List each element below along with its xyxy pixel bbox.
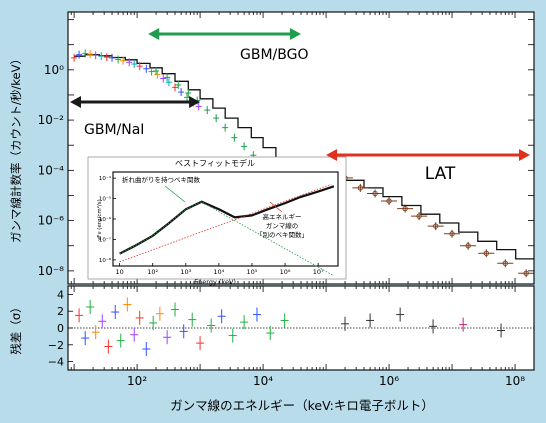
inset-legend-broken-power-law: 折れ曲がりを持つベキ関数 [122,175,201,184]
range-arrow-head [290,28,301,40]
lat-marker [386,198,392,204]
residual-y-tick-label: −4 [48,356,64,369]
inset-annotation-arrow [269,201,283,213]
detector-ranges [70,28,530,161]
lat-marker [523,270,529,276]
residual-y-tick-label: 2 [57,305,64,318]
lat-marker [449,231,455,237]
range-label-gbm-nai: GBM/NaI [84,122,144,138]
lat-marker [402,205,408,212]
inset-y-tick-label: 10⁻⁸ [99,257,112,264]
inset-x-tick-label: 10² [147,268,158,276]
range-arrow-head [70,96,81,108]
lat-marker [483,250,489,256]
inset-x-tick-label: 10³ [180,268,191,276]
inset-x-label: Energy (keV) [194,278,236,286]
residual-plot-frame [67,285,535,371]
residual-y-tick-label: 4 [57,288,64,301]
inset-y-tick-label: 10⁻⁵ [99,196,111,203]
x-tick-label: 10⁶ [379,374,399,388]
inset-y-tick-label: 10⁻⁷ [99,236,111,243]
y-tick-label: 10⁻⁴ [38,163,65,177]
inset-x-tick-label: 10⁵ [247,268,258,276]
lat-marker [416,213,422,219]
range-arrow-head [326,149,338,161]
inset-plot: ベストフィットモデル Energy (keV) νFν (erg/cm²/s) … [87,156,347,286]
x-tick-label: 10² [127,374,147,388]
inset-legend-extra-power-law-1: 高エネルギー [263,212,302,221]
range-label-gbm-bgo: GBM/BGO [240,47,308,63]
range-arrow-head [148,28,160,40]
lat-marker [465,243,471,249]
inset-legend-extra-power-law-2: ガンマ線の [266,221,299,230]
lat-marker [357,185,363,191]
inset-broken-power-law [119,201,335,277]
y-axis-label: ガンマ線計数率（カウント/秒/keV） [9,53,23,243]
inset-x-tick-label: 10⁷ [313,268,324,276]
x-axis-label: ガンマ線のエネルギー（keV:キロ電子ボルト） [170,398,434,413]
lat-marker [433,223,439,229]
residual-y-tick-label: −2 [48,339,64,352]
residual-y-tick-label: 0 [57,322,64,335]
inset-x-tick-label: 10 [115,268,123,276]
inset-x-tick-label: 10⁴ [213,268,224,276]
inset-title: ベストフィットモデル [175,158,255,168]
y-tick-label: 10⁻⁸ [38,264,65,278]
x-tick-label: 10⁸ [505,374,525,388]
range-arrow-head [519,149,530,161]
model-step-line [74,54,534,260]
main-plot-frame [67,11,535,285]
range-label-lat: LAT [425,164,456,184]
inset-total-model [119,185,335,255]
main-plot [67,12,535,284]
inset-y-tick-label: 10⁻⁴ [99,175,112,182]
y-tick-label: 10⁻² [38,113,65,127]
lat-marker [502,260,508,266]
residual-y-axis-label: 残差（σ） [9,301,23,354]
lat-marker [372,190,378,197]
y-tick-label: 10⁻⁶ [38,214,65,228]
inset-x-tick-label: 10⁶ [280,268,291,276]
range-arrow-head [189,96,201,108]
y-tick-label: 10⁰ [44,63,64,77]
inset-y-tick-label: 10⁻⁶ [99,216,112,223]
inset-y-label: νFν (erg/cm²/s) [96,199,103,241]
inset-annotation-arrow [164,185,186,203]
x-tick-label: 10⁴ [253,374,273,388]
inset-legend-extra-power-law-3: 「別のベキ関数」 [256,230,308,239]
